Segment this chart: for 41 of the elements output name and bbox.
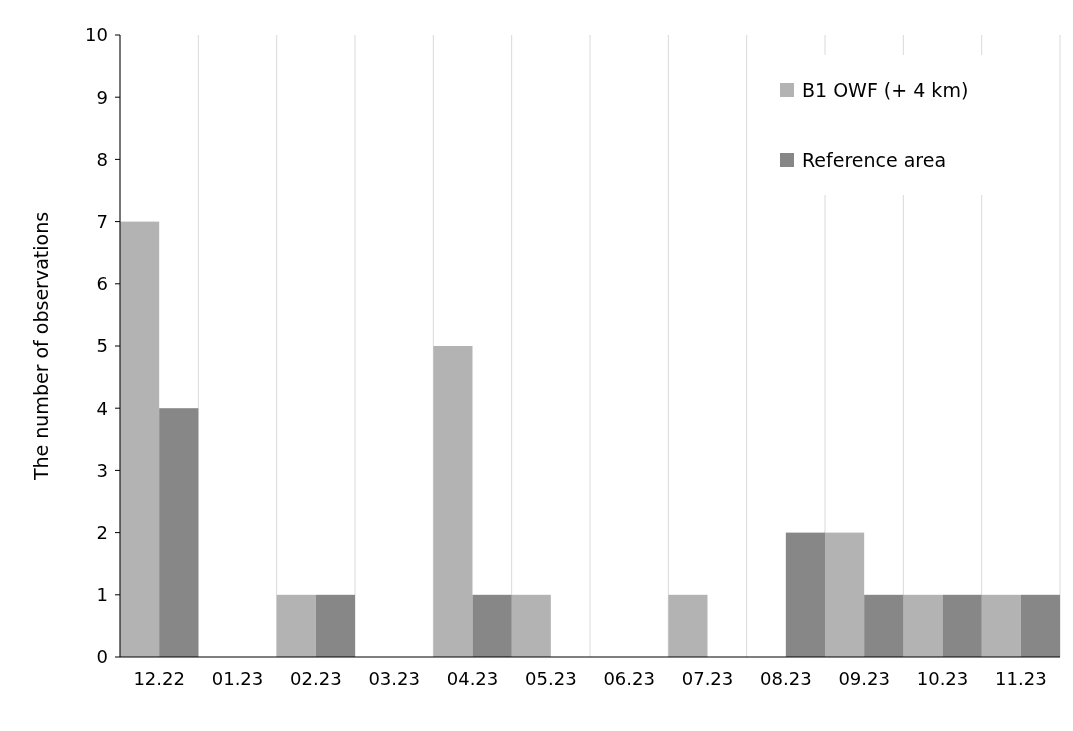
- y-tick-label: 8: [96, 148, 108, 170]
- y-tick-label: 4: [96, 397, 108, 419]
- legend-label: Reference area: [802, 148, 947, 171]
- x-tick-label: 03.23: [368, 668, 420, 689]
- bar: [942, 594, 982, 657]
- bar: [120, 221, 160, 657]
- bar: [472, 594, 512, 657]
- bar: [276, 594, 316, 657]
- x-tick-label: 11.23: [995, 668, 1047, 689]
- x-tick-label: 04.23: [446, 668, 499, 689]
- x-tick-label: 06.23: [603, 668, 655, 689]
- y-tick-label: 2: [96, 521, 108, 543]
- x-tick-label: 07.23: [681, 668, 734, 689]
- y-tick-label: 0: [96, 646, 108, 668]
- bar: [981, 594, 1021, 657]
- y-tick-label: 10: [85, 24, 108, 46]
- bar: [864, 594, 904, 657]
- x-tick-label: 10.23: [916, 668, 969, 689]
- x-tick-label: 01.23: [211, 668, 264, 689]
- bar: [903, 594, 943, 657]
- y-tick-label: 5: [96, 335, 108, 357]
- bar: [159, 408, 199, 657]
- x-tick-label: 09.23: [838, 668, 890, 689]
- bar: [1020, 594, 1060, 657]
- legend-label: B1 OWF (+ 4 km): [802, 78, 969, 101]
- x-tick-label: 02.23: [290, 668, 342, 689]
- x-tick-label: 08.23: [760, 668, 812, 689]
- bar: [433, 346, 473, 657]
- bar: [668, 594, 708, 657]
- y-tick-label: 1: [96, 584, 108, 606]
- bar: [785, 532, 825, 657]
- y-tick-label: 6: [96, 273, 108, 295]
- y-tick-label: 3: [96, 459, 108, 481]
- bar: [511, 594, 551, 657]
- x-tick-label: 05.23: [525, 668, 577, 689]
- y-axis-title: The number of observations: [30, 211, 52, 482]
- bar: [315, 594, 355, 657]
- x-tick-label: 12.22: [133, 668, 185, 689]
- y-tick-label: 7: [96, 210, 108, 232]
- bar: [825, 532, 865, 657]
- y-tick-label: 9: [96, 86, 108, 108]
